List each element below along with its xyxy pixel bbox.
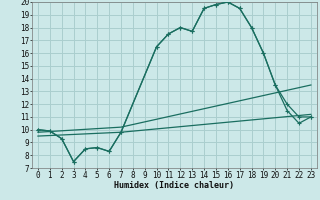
X-axis label: Humidex (Indice chaleur): Humidex (Indice chaleur) <box>115 181 234 190</box>
